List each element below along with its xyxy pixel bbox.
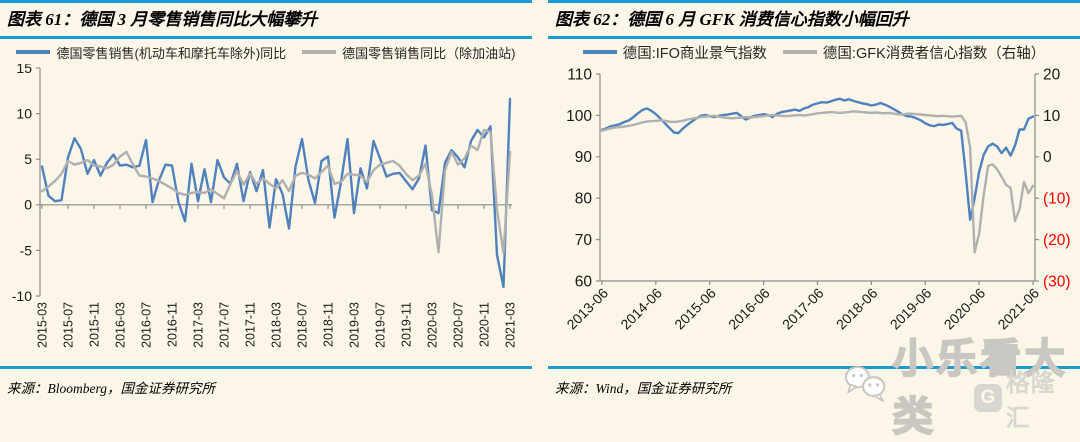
figure-61-legend: 德国零售销售(机动车和摩托车除外)同比 德国零售销售同比（除加油站) — [0, 42, 532, 62]
tick-label: 2019-06 — [887, 285, 935, 333]
divider-rule-top — [548, 0, 1080, 3]
tick-label: 0 — [1043, 149, 1052, 166]
legend-item: 德国:GFK消费者信心指数（右轴） — [782, 42, 1046, 63]
tick-label: 15 — [16, 64, 32, 76]
legend-label: 德国:IFO商业景气指数 — [622, 45, 767, 62]
tick-label: 2016-03 — [114, 302, 128, 348]
figure-61-chart-area: 德国零售销售(机动车和摩托车除外)同比 德国零售销售同比（除加油站) 15 10 5… — [0, 39, 532, 364]
tick-label: 10 — [16, 106, 32, 122]
tick-label: 2018-11 — [322, 302, 336, 347]
tick-label: 60 — [575, 273, 593, 290]
figure-62-chart-area: 德国:IFO商业景气指数 德国:GFK消费者信心指数（右轴） 110 100 90 8… — [548, 39, 1080, 364]
legend-swatch-blue — [16, 50, 51, 54]
divider-rule-top — [0, 0, 532, 3]
tick-label: 2019-03 — [348, 302, 362, 348]
figure-61-block: 图表 61：德国 3 月零售销售同比大幅攀升 德国零售销售(机动车和摩托车除外)… — [0, 0, 532, 397]
tick-label: 2014-06 — [617, 285, 665, 333]
line-chart-retail-sales: 15 10 5 0 -5 -10 2015-03 2015-07 2015-11 2016-03 2… — [12, 64, 518, 348]
tick-label: (30) — [1043, 273, 1071, 290]
tick-label: 100 — [566, 108, 592, 125]
series-line — [40, 128, 512, 255]
tick-label: 0 — [24, 197, 32, 213]
tick-label: 2020-03 — [426, 302, 440, 348]
tick-label: 2019-07 — [374, 302, 388, 348]
tick-label: 20 — [1043, 66, 1061, 83]
figure-62-title: 图表 62：德国 6 月 GFK 消费信心指数小幅回升 — [555, 10, 909, 29]
figure-62-block: 图表 62：德国 6 月 GFK 消费信心指数小幅回升 德国:IFO商业景气指数… — [548, 0, 1080, 397]
tick-label: 2015-03 — [36, 302, 50, 348]
tick-label: 70 — [575, 232, 593, 249]
legend-item: 德国:IFO商业景气指数 — [582, 42, 767, 63]
legend-item: 德国零售销售(机动车和摩托车除外)同比 — [16, 43, 286, 62]
figures-row: 图表 61：德国 3 月零售销售同比大幅攀升 德国零售销售(机动车和摩托车除外)… — [0, 0, 1080, 397]
tick-label: 2017-03 — [192, 302, 206, 348]
tick-label: 2019-11 — [400, 302, 414, 347]
tick-label: 110 — [567, 66, 592, 83]
tick-label: 2017-06 — [779, 285, 827, 333]
tick-label: 5 — [24, 151, 32, 167]
divider-rule-bottom — [548, 366, 1080, 369]
tick-label: (20) — [1043, 232, 1071, 249]
tick-label: -5 — [20, 242, 33, 258]
legend-item: 德国零售销售同比（除加油站) — [302, 43, 516, 62]
tick-label: 80 — [575, 191, 593, 208]
source-note: 来源：Wind，国金证券研究所 — [555, 381, 732, 396]
tick-label: 2018-07 — [296, 302, 310, 348]
legend-swatch-gray — [302, 50, 337, 54]
divider-rule-under-title — [0, 36, 532, 39]
tick-label: (10) — [1043, 191, 1071, 208]
legend-label: 德国零售销售同比（除加油站) — [342, 45, 516, 61]
tick-label: 2015-07 — [62, 302, 76, 348]
series-line — [600, 110, 1035, 254]
legend-label: 德国:GFK消费者信心指数（右轴） — [822, 45, 1046, 62]
tick-label: 2021-06 — [994, 285, 1042, 333]
tick-label: 2015-06 — [671, 285, 719, 333]
series-line — [600, 97, 1035, 221]
tick-label: 2017-11 — [244, 302, 258, 347]
tick-label: 2016-11 — [166, 302, 180, 347]
divider-rule-bottom — [0, 366, 532, 369]
tick-label: 2017-07 — [218, 302, 232, 348]
figure-61-title: 图表 61：德国 3 月零售销售同比大幅攀升 — [7, 10, 318, 29]
tick-label: -10 — [12, 288, 32, 304]
tick-label: 90 — [575, 149, 593, 166]
tick-label: 2020-11 — [478, 302, 492, 347]
tick-label: 2020-07 — [452, 302, 466, 348]
series-line — [40, 97, 512, 289]
tick-label: 2018-03 — [270, 302, 284, 348]
tick-label: 2016-07 — [140, 302, 154, 348]
source-note: 来源：Bloomberg，国金证券研究所 — [7, 381, 215, 396]
divider-rule-under-title — [548, 36, 1080, 39]
figure-62-legend: 德国:IFO商业景气指数 德国:GFK消费者信心指数（右轴） — [548, 42, 1080, 62]
tick-label: 10 — [1043, 108, 1061, 125]
legend-swatch-gray — [782, 50, 817, 54]
legend-swatch-blue — [582, 50, 617, 54]
tick-label: 2020-06 — [941, 285, 989, 333]
tick-label: 2021-03 — [504, 302, 518, 348]
tick-label: 2015-11 — [88, 302, 102, 347]
tick-label: 2016-06 — [725, 285, 773, 333]
tick-label: 2013-06 — [563, 285, 611, 333]
legend-label: 德国零售销售(机动车和摩托车除外)同比 — [56, 45, 287, 61]
tick-label: 2018-06 — [833, 285, 881, 333]
